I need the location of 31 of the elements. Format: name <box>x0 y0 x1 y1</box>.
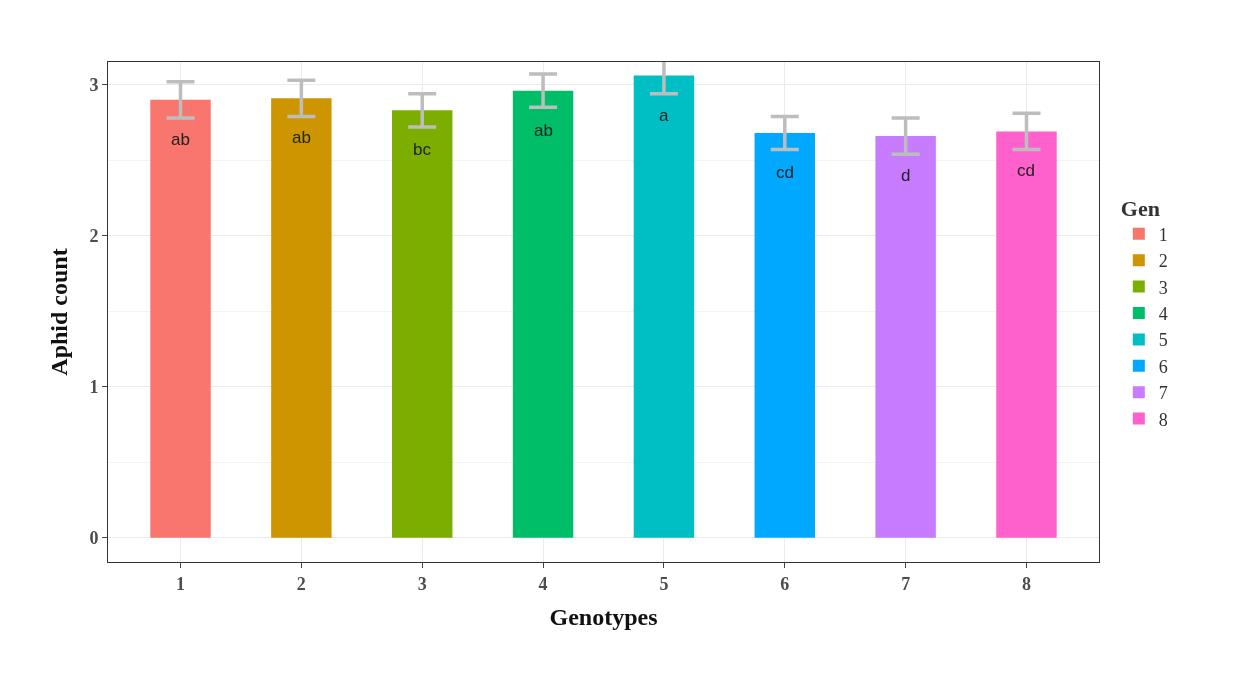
x-tick-label: 6 <box>780 573 790 594</box>
x-tick-label: 1 <box>176 573 186 594</box>
y-tick-label: 3 <box>89 74 99 95</box>
annotation: bc <box>413 140 432 159</box>
legend-label: 7 <box>1158 383 1168 404</box>
legend-label: 5 <box>1158 330 1168 351</box>
legend-label: 1 <box>1158 224 1168 245</box>
legend-label: 6 <box>1158 356 1168 377</box>
x-tick-label: 7 <box>901 573 911 594</box>
legend-label: 8 <box>1158 409 1168 430</box>
annotation: cd <box>1017 161 1035 180</box>
y-tick-label: 2 <box>89 226 99 247</box>
legend-title: Gen <box>1120 195 1160 221</box>
legend-label: 3 <box>1158 277 1168 298</box>
annotation: ab <box>292 128 311 147</box>
x-tick-label: 4 <box>538 573 548 594</box>
legend-label: 4 <box>1158 304 1168 325</box>
y-tick-label: 0 <box>89 528 99 549</box>
x-tick-label: 3 <box>417 573 427 594</box>
annotation: ab <box>171 130 190 149</box>
annotation: ab <box>534 121 553 140</box>
annotation: d <box>901 166 911 185</box>
legend-label: 2 <box>1158 251 1168 272</box>
y-axis-title: Aphid count <box>45 248 72 376</box>
x-axis-title: Genotypes <box>549 603 658 630</box>
annotation: a <box>659 106 669 125</box>
y-tick-label: 1 <box>89 377 99 398</box>
annotation: cd <box>776 163 794 182</box>
x-tick-label: 8 <box>1021 573 1031 594</box>
x-tick-label: 5 <box>659 573 669 594</box>
x-tick-label: 2 <box>296 573 306 594</box>
